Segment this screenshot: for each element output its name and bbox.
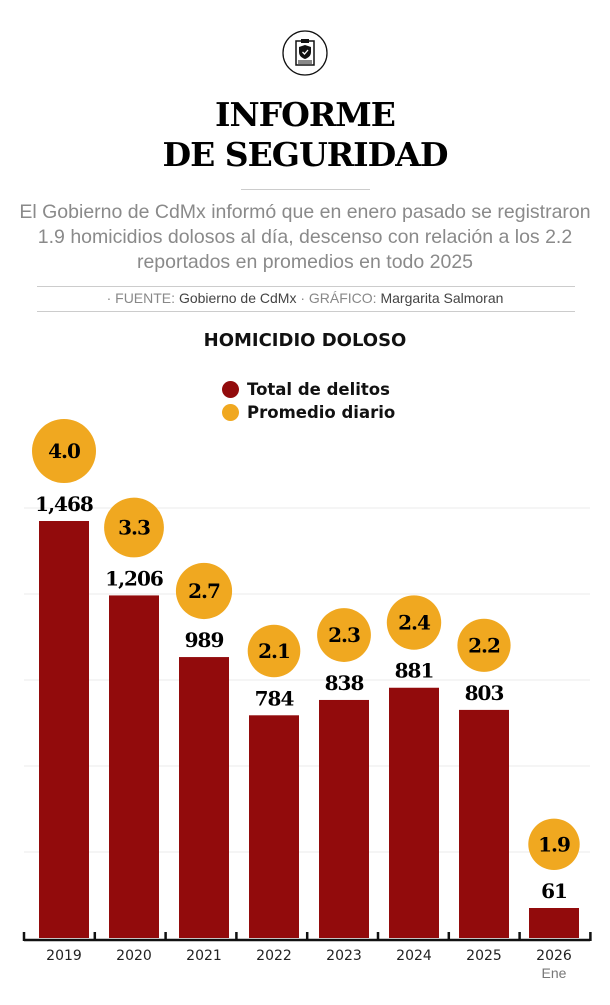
clipboard-shield-icon [282, 30, 328, 76]
bar-value-label: 838 [325, 671, 364, 695]
average-bubble-2020 [104, 497, 164, 558]
graphic-author: Margarita Salmoran [380, 290, 504, 306]
average-value-label: 2.2 [468, 633, 500, 657]
bar-value-label: 803 [465, 681, 504, 705]
average-bubble-2021 [175, 562, 233, 620]
average-value-label: 4.0 [48, 439, 80, 463]
bar-2019 [39, 521, 89, 938]
average-bubble-2024 [386, 595, 442, 650]
x-tick-sublabel: Ene [542, 965, 567, 981]
subtitle: El Gobierno de CdMx informó que en enero… [19, 201, 591, 273]
graphic-label: · GRÁFICO: [300, 290, 377, 306]
bar-2026 [529, 908, 579, 938]
source: Gobierno de CdMx [178, 290, 297, 306]
bar-value-label: 1,206 [105, 566, 163, 590]
legend-label: Total de delitos [247, 380, 390, 399]
x-tick-label: 2023 [326, 948, 362, 964]
bar-2025 [459, 709, 509, 938]
bar-value-label: 61 [541, 879, 567, 903]
average-value-label: 3.3 [118, 516, 150, 540]
legend-item-average: Promedio diario [222, 403, 395, 422]
x-tick-label: 2022 [256, 948, 292, 964]
x-tick-label: 2021 [186, 948, 222, 964]
bar-2020 [109, 595, 159, 938]
average-bubble-2022 [247, 624, 301, 678]
legend-item-total: Total de delitos [222, 380, 390, 399]
bar-value-label: 881 [395, 659, 434, 683]
bar-value-label: 1,468 [35, 492, 93, 516]
credits: · FUENTE: Gobierno de CdMx · GRÁFICO: Ma… [0, 290, 610, 306]
bar-2021 [179, 657, 229, 938]
average-value-label: 2.7 [188, 579, 220, 603]
bar-2024 [389, 687, 439, 938]
bar-2023 [319, 699, 369, 938]
average-bubble-2026 [528, 818, 580, 870]
divider [37, 286, 575, 287]
chart-title: HOMICIDIO DOLOSO [203, 330, 407, 351]
legend-swatch [222, 381, 239, 398]
source-label: · FUENTE: [106, 290, 176, 306]
title-line-1: INFORME [215, 95, 396, 134]
x-tick-label: 2019 [46, 948, 82, 964]
divider [37, 311, 575, 312]
title-line-2: DE SEGURIDAD [162, 135, 449, 174]
average-value-label: 1.9 [538, 832, 570, 856]
average-value-label: 2.1 [258, 639, 290, 663]
average-value-label: 2.3 [328, 623, 360, 647]
x-tick-label: 2020 [116, 948, 152, 964]
legend-label: Promedio diario [247, 403, 396, 422]
x-tick-label: 2024 [396, 948, 432, 964]
average-bubble-2019 [32, 419, 96, 483]
x-tick-label: 2026 [536, 948, 572, 964]
bar-2022 [249, 715, 299, 938]
legend-swatch [222, 404, 239, 421]
bar-value-label: 784 [255, 686, 295, 710]
x-tick-label: 2025 [466, 948, 502, 964]
bar-value-label: 989 [185, 628, 224, 652]
average-bubble-2023 [317, 608, 371, 662]
divider [241, 189, 370, 190]
average-value-label: 2.4 [398, 611, 431, 635]
average-bubble-2025 [457, 618, 511, 672]
